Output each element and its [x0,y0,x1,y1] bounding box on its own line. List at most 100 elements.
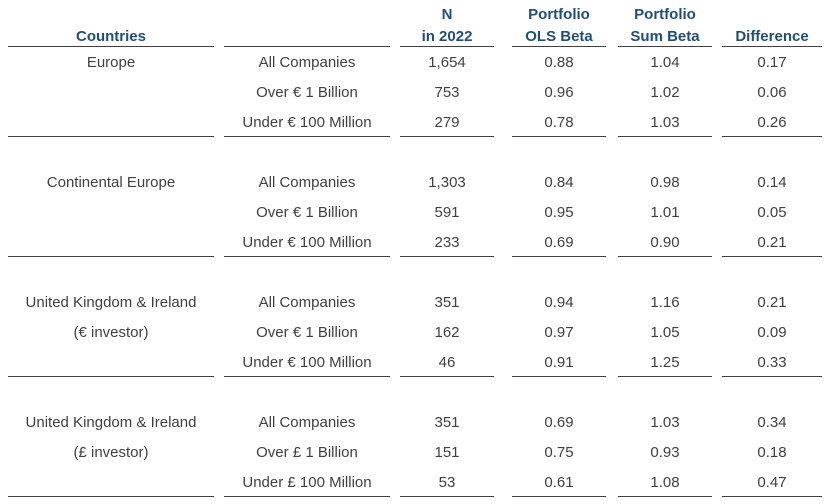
group-rule [400,376,494,377]
n-value: 753 [434,84,460,101]
header-n-line1: N [441,6,453,23]
n-value: 591 [434,204,460,221]
ols-beta-value: 0.96 [544,84,574,101]
sum-beta-value: 0.98 [650,174,680,191]
group-rule [618,256,712,257]
header-n: N in 2022 [400,4,494,48]
ols-beta-value: 0.97 [544,324,574,341]
group-rule [512,256,606,257]
header-sum-line2: Sum Beta [630,28,700,45]
sum-beta-value: 1.25 [650,354,680,371]
group-rule [722,256,822,257]
header-sum-beta: Portfolio Sum Beta [618,4,712,48]
header-rule [224,46,390,47]
sum-beta-value: 1.02 [650,84,680,101]
country-label: United Kingdom & Ireland [25,414,197,431]
header-n-line2: in 2022 [421,28,473,45]
sum-beta-value: 0.93 [650,444,680,461]
header-ols-line2: OLS Beta [525,28,593,45]
ols-beta-value: 0.94 [544,294,574,311]
size-label: All Companies [258,414,356,431]
header-rule [618,46,712,47]
size-label: All Companies [258,54,356,71]
country-label: Continental Europe [46,174,176,191]
group-rule [618,376,712,377]
size-label: Under € 100 Million [242,234,372,251]
header-rule [400,46,494,47]
sum-beta-value: 1.05 [650,324,680,341]
group-rule [512,136,606,137]
n-value: 46 [438,354,456,371]
group-rule [618,496,712,497]
country-label: Europe [86,54,136,71]
n-value: 1,654 [428,54,466,71]
ols-beta-value: 0.91 [544,354,574,371]
n-value: 351 [434,414,460,431]
difference-value: 0.21 [757,234,787,251]
n-value: 233 [434,234,460,251]
group-rule [8,496,214,497]
sum-beta-value: 1.04 [650,54,680,71]
difference-value: 0.34 [757,414,787,431]
size-label: Under € 100 Million [242,354,372,371]
group-rule [722,136,822,137]
header-difference: Difference [735,28,809,45]
difference-value: 0.09 [757,324,787,341]
size-label: Under € 100 Million [242,114,372,131]
group-rule [400,136,494,137]
difference-value: 0.05 [757,204,787,221]
ols-beta-value: 0.69 [544,414,574,431]
group-rule [722,496,822,497]
group-rule [8,256,214,257]
size-label: Over £ 1 Billion [256,444,358,461]
difference-value: 0.06 [757,84,787,101]
size-label: All Companies [258,174,356,191]
country-label: United Kingdom & Ireland [25,294,197,311]
difference-value: 0.26 [757,114,787,131]
difference-value: 0.21 [757,294,787,311]
n-value: 151 [434,444,460,461]
group-rule [400,256,494,257]
sum-beta-value: 1.03 [650,114,680,131]
header-rule [8,46,214,47]
group-rule [224,376,390,377]
difference-value: 0.47 [757,474,787,491]
size-label: Over € 1 Billion [256,84,358,101]
difference-value: 0.14 [757,174,787,191]
ols-beta-value: 0.84 [544,174,574,191]
sum-beta-value: 1.08 [650,474,680,491]
sum-beta-value: 1.16 [650,294,680,311]
group-rule [618,136,712,137]
size-label: Under £ 100 Million [242,474,372,491]
header-rule [512,46,606,47]
sum-beta-value: 1.03 [650,414,680,431]
difference-value: 0.33 [757,354,787,371]
n-value: 279 [434,114,460,131]
group-rule [224,136,390,137]
ols-beta-value: 0.88 [544,54,574,71]
group-rule [512,376,606,377]
ols-beta-value: 0.61 [544,474,574,491]
sum-beta-value: 1.01 [650,204,680,221]
group-rule [512,496,606,497]
header-countries: Countries [75,28,146,45]
sum-beta-value: 0.90 [650,234,680,251]
header-ols-line1: Portfolio [528,6,590,23]
country-label: (£ investor) [73,444,149,461]
n-value: 351 [434,294,460,311]
header-ols-beta: Portfolio OLS Beta [512,4,606,48]
ols-beta-value: 0.69 [544,234,574,251]
group-rule [722,376,822,377]
group-rule [8,376,214,377]
difference-value: 0.18 [757,444,787,461]
header-sum-line1: Portfolio [634,6,696,23]
size-label: Over € 1 Billion [256,324,358,341]
n-value: 1,303 [428,174,466,191]
ols-beta-value: 0.78 [544,114,574,131]
group-rule [224,256,390,257]
size-label: All Companies [258,294,356,311]
difference-value: 0.17 [757,54,787,71]
n-value: 162 [434,324,460,341]
group-rule [8,136,214,137]
country-label: (€ investor) [73,324,149,341]
